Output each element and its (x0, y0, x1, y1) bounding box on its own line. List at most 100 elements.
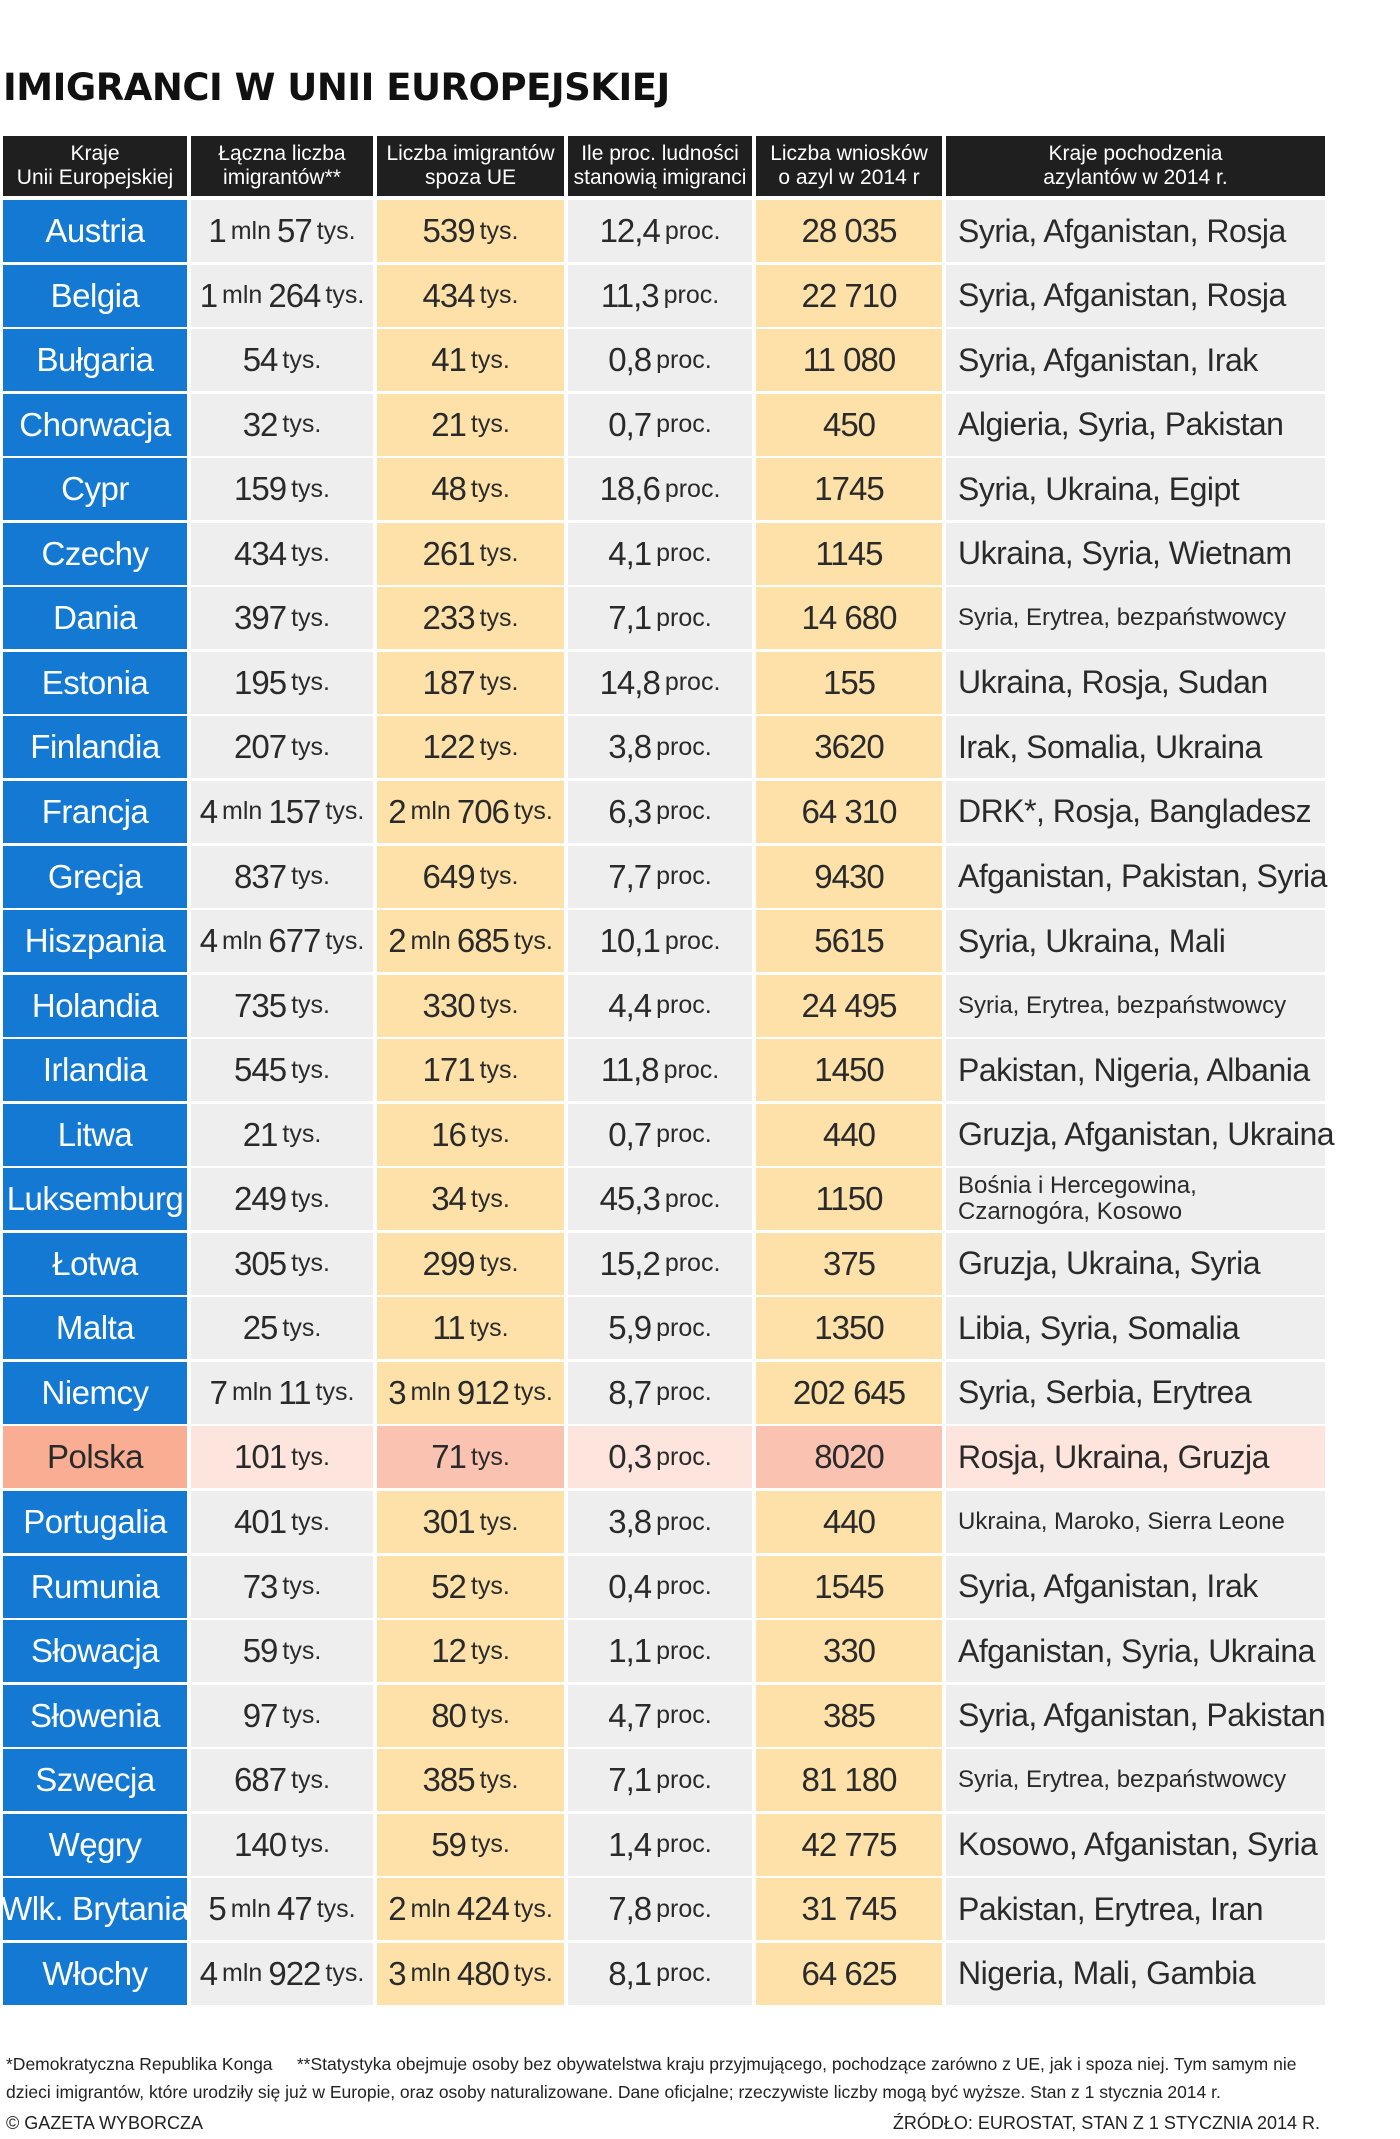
cell-total-immigrants: 4 mln 922 tys. (191, 1942, 373, 2005)
value-unit: tys. (291, 1249, 330, 1278)
value-unit: proc. (664, 1249, 721, 1278)
cell-non-eu-immigrants: 2 mln 685 tys. (377, 910, 564, 973)
value-unit: tys. (513, 926, 553, 955)
value-number: 4 (199, 792, 218, 830)
value-unit: tys. (291, 1055, 330, 1084)
cell-total-immigrants: 401 tys. (191, 1491, 373, 1553)
cell-non-eu-immigrants: 11 tys. (377, 1297, 564, 1360)
cell-country: Cypr (3, 458, 187, 521)
table-row: Belgia 1 mln 264 tys. 434 tys. 11,3 proc. 22 710 S… (3, 264, 1325, 327)
table-row: Dania 397 tys. 233 tys. 7,1 proc. 14 680 Syria, … (3, 587, 1325, 650)
value-number: 2 (388, 792, 406, 830)
cell-country: Portugalia (3, 1491, 187, 1553)
cell-country: Słowacja (3, 1620, 187, 1683)
copyright: © GAZETA WYBORCZA (6, 2113, 203, 2133)
value-number: 52 (431, 1567, 467, 1605)
table-row: Szwecja 687 tys. 385 tys. 7,1 proc. 81 180 Syria… (3, 1749, 1325, 1812)
footnote-statistics: **Statystyka obejmuje osoby bez obywatel… (6, 2054, 1297, 2102)
cell-total-immigrants: 195 tys. (191, 651, 373, 714)
table-row: Luksemburg 249 tys. 34 tys. 45,3 proc. 1150 Bośn… (3, 1168, 1325, 1231)
cell-total-immigrants: 397 tys. (191, 587, 373, 650)
value-unit: proc. (664, 474, 721, 503)
value-number: 8,1 (608, 1954, 652, 1992)
value-unit: mln (222, 281, 263, 310)
value-unit: mln (222, 926, 263, 955)
cell-non-eu-immigrants: 48 tys. (377, 458, 564, 521)
cell-immigrant-percent: 7,1 proc. (568, 587, 752, 650)
cell-non-eu-immigrants: 59 tys. (377, 1813, 564, 1876)
origin-line: Bośnia i Hercegowina, (958, 1172, 1197, 1200)
cell-asylum-applications: 31 745 (756, 1878, 942, 1941)
cell-asylum-applications: 155 (756, 651, 942, 714)
value-unit: tys. (513, 1959, 553, 1988)
chart-title: IMIGRANCI W UNII EUROPEJSKIEJ (3, 66, 670, 109)
value-unit: tys. (470, 474, 510, 503)
cell-total-immigrants: 249 tys. (191, 1168, 373, 1231)
value-unit: proc. (656, 1636, 712, 1665)
value-number: 15,2 (599, 1244, 661, 1282)
value-number: 97 (242, 1696, 279, 1734)
table-row: Hiszpania 4 mln 677 tys. 2 mln 685 tys. 10,1 proc.… (3, 910, 1325, 973)
value-unit: tys. (291, 603, 330, 632)
cell-asylum-applications: 450 (756, 393, 942, 456)
value-unit: tys. (291, 474, 330, 503)
cell-asylum-origin: Kosowo, Afganistan, Syria (946, 1813, 1325, 1876)
cell-asylum-origin: Libia, Syria, Somalia (946, 1297, 1325, 1360)
value-unit: tys. (325, 797, 365, 826)
cell-total-immigrants: 159 tys. (191, 458, 373, 521)
value-unit: proc. (656, 603, 712, 632)
cell-immigrant-percent: 11,3 proc. (568, 264, 752, 327)
cell-total-immigrants: 97 tys. (191, 1684, 373, 1747)
cell-total-immigrants: 207 tys. (191, 716, 373, 779)
value-unit: proc. (664, 926, 721, 955)
value-number: 330 (422, 986, 476, 1024)
value-number: 922 (268, 1954, 321, 1992)
header-line: o azyl w 2014 r (778, 166, 920, 189)
value-number: 3 (388, 1373, 406, 1411)
cell-asylum-origin: Syria, Afganistan, Irak (946, 1555, 1325, 1618)
table-row: Bułgaria 54 tys. 41 tys. 0,8 proc. 11 080 Syria,… (3, 329, 1325, 392)
footnote-drk: *Demokratyczna Republika Konga (6, 2054, 273, 2074)
header-asylum-applications: Liczba wniosków o azyl w 2014 r (756, 136, 942, 196)
value-number: 7,1 (608, 1761, 652, 1799)
value-unit: tys. (291, 1184, 330, 1213)
cell-asylum-applications: 1145 (756, 522, 942, 585)
cell-country: Włochy (3, 1942, 187, 2005)
value-unit: proc. (664, 668, 721, 697)
cell-total-immigrants: 4 mln 677 tys. (191, 910, 373, 973)
cell-immigrant-percent: 3,8 proc. (568, 1491, 752, 1553)
table-row: Grecja 837 tys. 649 tys. 7,7 proc. 9430 Afganist… (3, 845, 1327, 908)
table-row: Litwa 21 tys. 16 tys. 0,7 proc. 440 Gruzja, Afga… (3, 1103, 1335, 1166)
value-number: 11 (278, 1373, 311, 1411)
table-row: Holandia 735 tys. 330 tys. 4,4 proc. 24 495 Syri… (3, 974, 1325, 1037)
cell-asylum-origin: Pakistan, Nigeria, Albania (946, 1039, 1325, 1102)
cell-non-eu-immigrants: 3 mln 912 tys. (377, 1361, 564, 1424)
value-number: 539 (422, 212, 476, 249)
cell-immigrant-percent: 1,1 proc. (568, 1620, 752, 1683)
value-unit: tys. (291, 732, 330, 761)
cell-country: Hiszpania (3, 910, 187, 973)
value-unit: tys. (470, 1120, 510, 1149)
value-number: 261 (422, 534, 476, 572)
cell-asylum-applications: 375 (756, 1232, 942, 1295)
cell-non-eu-immigrants: 122 tys. (377, 716, 564, 779)
cell-country: Polska (3, 1426, 187, 1489)
value-unit: proc. (664, 1184, 721, 1213)
value-unit: mln (222, 797, 263, 826)
cell-asylum-applications: 1745 (756, 458, 942, 521)
cell-non-eu-immigrants: 34 tys. (377, 1168, 564, 1231)
cell-immigrant-percent: 0,7 proc. (568, 393, 752, 456)
value-number: 157 (268, 792, 321, 830)
cell-asylum-applications: 42 775 (756, 1813, 942, 1876)
value-number: 34 (431, 1180, 467, 1218)
value-unit: tys. (316, 216, 356, 245)
header-line: spoza UE (424, 166, 517, 189)
value-number: 706 (456, 792, 510, 830)
value-number: 7,1 (608, 599, 652, 637)
value-unit: proc. (656, 1313, 712, 1342)
value-number: 21 (431, 405, 467, 443)
value-number: 1 (199, 276, 218, 314)
value-unit: tys. (479, 1507, 519, 1536)
cell-asylum-applications: 385 (756, 1684, 942, 1747)
cell-total-immigrants: 735 tys. (191, 974, 373, 1037)
